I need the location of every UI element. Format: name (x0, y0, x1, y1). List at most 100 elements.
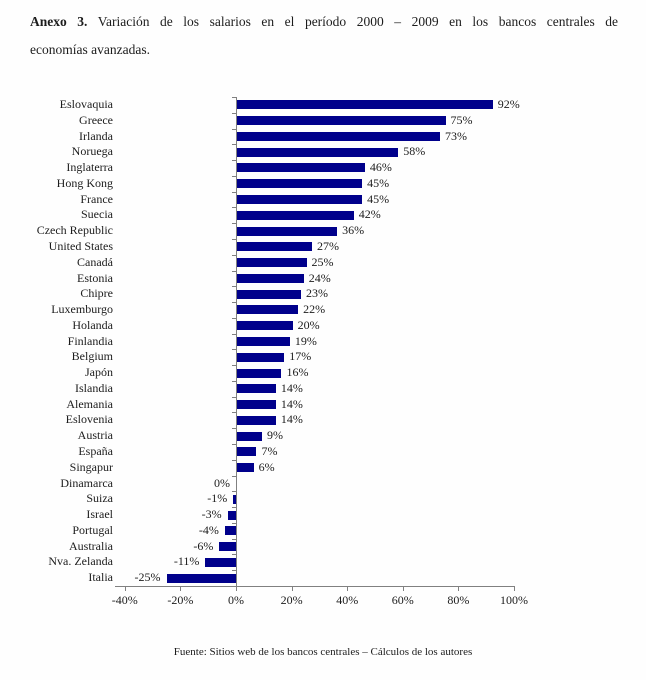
bar (237, 147, 399, 157)
category-label: Singapur (69, 459, 113, 474)
figure-caption-line1: Anexo 3. Variación de los salarios en el… (30, 8, 618, 36)
y-axis-tick (232, 365, 236, 367)
y-axis-tick (232, 428, 236, 430)
value-label: 14% (280, 412, 303, 427)
value-label: 73% (444, 128, 467, 143)
bar (237, 415, 276, 425)
bar (237, 289, 301, 299)
category-label: Eslovenia (65, 412, 113, 427)
figure-caption: Anexo 3. Variación de los salarios en el… (30, 8, 618, 64)
y-axis-line (236, 97, 237, 586)
value-label: -25% (134, 570, 161, 585)
value-label: 24% (308, 270, 331, 285)
y-axis-tick (232, 522, 236, 524)
value-label: 14% (280, 396, 303, 411)
value-label: 25% (311, 254, 334, 269)
y-axis-tick (232, 459, 236, 461)
y-axis-tick (232, 223, 236, 225)
value-label: 23% (305, 286, 328, 301)
bar (237, 305, 299, 315)
y-axis-tick (232, 396, 236, 398)
category-label: Islandia (75, 380, 113, 395)
y-axis-tick (232, 97, 236, 98)
category-label: United States (48, 238, 113, 253)
value-label: 0% (214, 475, 230, 490)
x-tick-label: -40% (111, 593, 138, 607)
value-label: 14% (280, 380, 303, 395)
y-axis-tick (232, 286, 236, 288)
category-label: Suiza (86, 491, 113, 506)
y-axis-tick (232, 554, 236, 556)
value-label: 36% (342, 223, 365, 238)
value-label: -11% (173, 554, 200, 569)
value-label: 27% (317, 238, 340, 253)
bar (237, 210, 354, 220)
x-axis-tick (236, 587, 237, 591)
bar (237, 100, 493, 110)
y-axis-tick (232, 207, 236, 209)
value-label: 45% (367, 175, 390, 190)
value-label: 19% (294, 333, 317, 348)
category-label: Greece (79, 112, 113, 127)
category-label: Irlanda (79, 128, 113, 143)
y-axis-tick (232, 538, 236, 540)
x-tick-label: 20% (280, 593, 303, 607)
bar (237, 116, 446, 126)
y-axis-tick (232, 380, 236, 382)
bar (237, 226, 338, 236)
value-label: -3% (201, 507, 222, 522)
value-label: 17% (289, 349, 312, 364)
bar (237, 242, 313, 252)
category-label: Estonia (77, 270, 113, 285)
bar (237, 195, 363, 205)
x-axis-tick (514, 587, 515, 591)
bar (219, 542, 236, 552)
bar (237, 179, 363, 189)
y-axis-tick (232, 144, 236, 146)
y-axis-tick (232, 112, 236, 114)
x-tick-label: 40% (336, 593, 359, 607)
value-label: 6% (258, 459, 275, 474)
category-label: Czech Republic (36, 223, 113, 238)
y-axis-tick (232, 160, 236, 162)
y-axis-tick (232, 333, 236, 335)
category-label: Noruega (71, 144, 113, 159)
category-label: Japón (85, 365, 113, 380)
bar (205, 557, 236, 567)
category-label: Alemania (66, 396, 113, 411)
bar (237, 463, 254, 473)
bar (237, 321, 293, 331)
value-label: 7% (261, 444, 278, 459)
bar-chart: Eslovaquia 92% Greece 75% Irlanda 73% Noruega 5… (36, 97, 528, 607)
category-label: Suecia (81, 207, 113, 222)
value-label: 20% (297, 317, 320, 332)
bar (237, 400, 276, 410)
figure-caption-prefix: Anexo 3. (30, 14, 88, 29)
bar (227, 510, 236, 520)
y-axis-tick (232, 412, 236, 414)
category-label: Italia (88, 570, 113, 585)
category-label: Portugal (72, 522, 113, 537)
bar (237, 258, 307, 268)
value-label: 9% (267, 428, 284, 443)
y-axis-tick (232, 191, 236, 193)
category-label: Hong Kong (56, 175, 113, 190)
x-axis-tick (180, 587, 182, 591)
value-label: 45% (367, 191, 390, 206)
y-axis-tick (232, 444, 236, 446)
category-label: Dinamarca (60, 475, 113, 490)
value-label: 42% (358, 207, 381, 222)
value-label: 75% (450, 112, 473, 127)
source-note: Fuente: Sitios web de los bancos central… (173, 646, 473, 658)
y-axis-tick (232, 302, 236, 304)
category-label: Chipre (80, 286, 113, 301)
y-axis-tick (232, 254, 236, 256)
x-axis-tick (124, 587, 126, 591)
value-label: 22% (303, 302, 326, 317)
category-label: Eslovaquia (59, 97, 113, 111)
category-label: Luxemburgo (51, 302, 113, 317)
bar (237, 131, 440, 141)
figure-caption-text: Variación de los salarios en el período … (87, 14, 618, 29)
value-label: -4% (198, 522, 219, 537)
y-axis-tick (232, 238, 236, 240)
